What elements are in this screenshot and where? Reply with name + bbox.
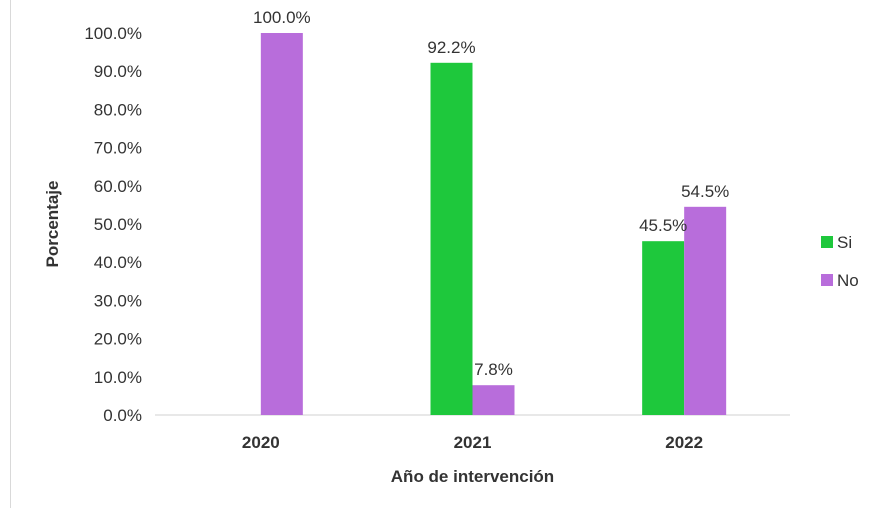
y-tick-label: 60.0% [94, 177, 142, 196]
legend-label-si: Si [837, 233, 852, 252]
y-tick-label: 70.0% [94, 139, 142, 158]
x-tick-label: 2021 [454, 433, 492, 452]
data-label: 54.5% [681, 182, 729, 201]
data-label: 45.5% [639, 216, 687, 235]
bar-no-2021 [472, 385, 515, 415]
bar-si-2021 [430, 62, 473, 416]
x-axis-title: Año de intervención [391, 467, 554, 486]
y-tick-label: 30.0% [94, 291, 142, 310]
legend: Si No [821, 233, 859, 290]
bar-no-2020 [260, 33, 303, 415]
legend-swatch-si [821, 236, 833, 248]
legend-label-no: No [837, 271, 859, 290]
x-axis-ticks: 2020 2021 2022 [242, 433, 703, 452]
bars [260, 33, 727, 416]
x-tick-label: 2020 [242, 433, 280, 452]
bar-si-2022 [642, 241, 685, 415]
chart-frame [10, 0, 876, 508]
y-axis-title: Porcentaje [43, 181, 62, 268]
y-tick-label: 90.0% [94, 62, 142, 81]
y-tick-label: 100.0% [84, 24, 142, 43]
data-label: 7.8% [474, 360, 513, 379]
data-label: 92.2% [427, 38, 475, 57]
x-tick-label: 2022 [665, 433, 703, 452]
data-label: 100.0% [253, 8, 311, 27]
data-labels: 100.0% 92.2% 7.8% 45.5% 54.5% [253, 8, 729, 379]
y-tick-label: 0.0% [103, 406, 142, 425]
y-tick-label: 10.0% [94, 368, 142, 387]
y-tick-label: 40.0% [94, 253, 142, 272]
bar-no-2022 [684, 206, 727, 415]
y-tick-label: 80.0% [94, 100, 142, 119]
y-axis-ticks: 0.0% 10.0% 20.0% 30.0% 40.0% 50.0% 60.0% 70.0% 8… [84, 24, 142, 425]
y-tick-label: 50.0% [94, 215, 142, 234]
y-tick-label: 20.0% [94, 330, 142, 349]
legend-swatch-no [821, 274, 833, 286]
